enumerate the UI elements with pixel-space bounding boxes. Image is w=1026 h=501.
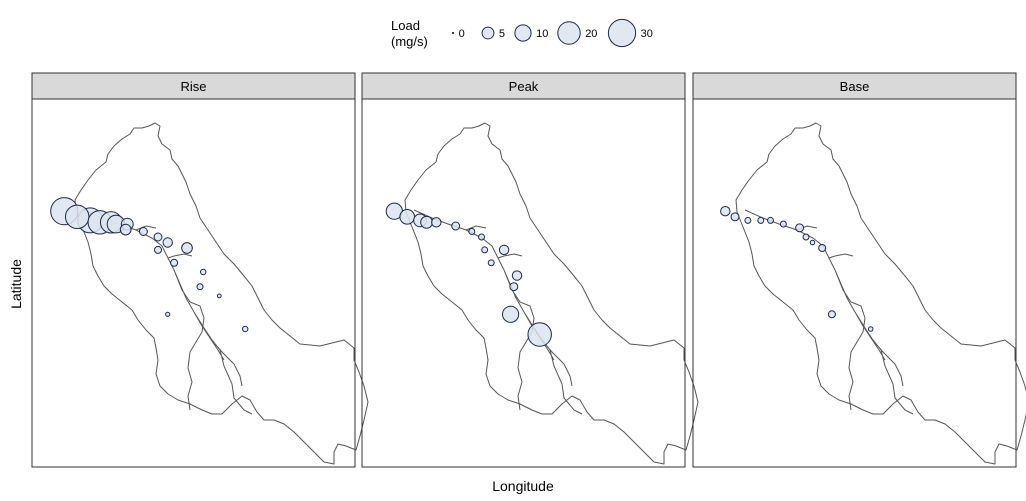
load-bubble-base (867, 326, 874, 332)
facet-panel-base: Base (692, 72, 1026, 468)
load-bubble-peak (501, 305, 520, 323)
load-bubble-base (779, 220, 787, 228)
y-axis-title: Latitude (8, 259, 24, 309)
load-bubble-rise (119, 223, 132, 236)
load-bubble-rise (199, 268, 207, 276)
load-bubble-rise (170, 258, 179, 267)
legend-title-line2: (mg/s) (391, 34, 428, 49)
load-bubble-rise (196, 283, 204, 291)
load-bubble-peak (420, 215, 434, 229)
load-bubble-base (757, 216, 765, 224)
load-bubble-peak (431, 217, 442, 228)
load-bubble-peak (451, 221, 461, 231)
load-bubble-peak (478, 233, 485, 241)
load-bubble-peak (481, 246, 489, 254)
watershed-outline-base (735, 122, 1026, 465)
facet-strip-rise (31, 72, 356, 100)
x-axis-title: Longitude (492, 478, 554, 494)
facet-label-peak: Peak (509, 79, 539, 94)
map-frame-peak (361, 98, 686, 468)
facet-strip-peak (361, 72, 686, 100)
load-bubble-rise (138, 227, 148, 236)
load-bubble-rise (162, 237, 173, 248)
load-bubble-rise (165, 311, 171, 317)
legend-key-circle (607, 18, 637, 48)
load-bubble-rise (216, 293, 222, 299)
size-legend: Load (mg/s) 0 5 10 20 30 (391, 18, 653, 49)
facet-panel-peak: Peak (361, 72, 699, 468)
facet-panel-rise: Rise (31, 72, 369, 468)
load-bubble-rise (153, 245, 163, 254)
legend-key-circle (451, 31, 455, 35)
map-frame-base (692, 98, 1017, 468)
watershed-outline-peak (404, 122, 699, 465)
load-bubble-rise (64, 204, 90, 230)
map-frame-rise (31, 98, 356, 468)
facet-strip-base (692, 72, 1017, 100)
legend-key-circle (514, 24, 532, 42)
load-bubble-rise (153, 232, 163, 242)
load-bubble-peak (509, 282, 519, 292)
stream-network-peak (413, 209, 583, 415)
load-bubble-base (767, 216, 774, 224)
legend-key-label: 20 (585, 28, 597, 40)
facet-label-rise: Rise (180, 79, 206, 94)
load-bubble-peak (498, 244, 510, 256)
legend-key-circle (481, 26, 495, 40)
load-bubble-peak (399, 208, 416, 225)
legend-title-line1: Load (391, 18, 420, 33)
legend-key-label: 5 (499, 28, 505, 40)
load-bubble-peak (468, 228, 476, 235)
load-bubble-peak (527, 322, 552, 347)
legend-key-circle (557, 21, 581, 45)
load-bubble-base (827, 310, 836, 319)
load-bubble-rise (181, 242, 193, 254)
load-bubble-base (730, 212, 740, 222)
legend-key-label: 30 (641, 28, 653, 40)
load-bubble-base (720, 205, 731, 217)
load-bubble-base (795, 223, 805, 233)
legend-key-label: 0 (459, 28, 465, 40)
legend-key-label: 10 (536, 28, 548, 40)
facet-label-base: Base (840, 79, 870, 94)
load-bubble-peak (487, 259, 495, 267)
load-bubble-base (802, 233, 810, 241)
watershed-outline-rise (74, 122, 369, 465)
load-bubble-base (809, 239, 816, 246)
load-bubble-peak (511, 270, 523, 281)
load-bubble-rise (241, 325, 249, 333)
load-bubble-base (744, 216, 752, 224)
load-bubble-base (818, 243, 827, 253)
